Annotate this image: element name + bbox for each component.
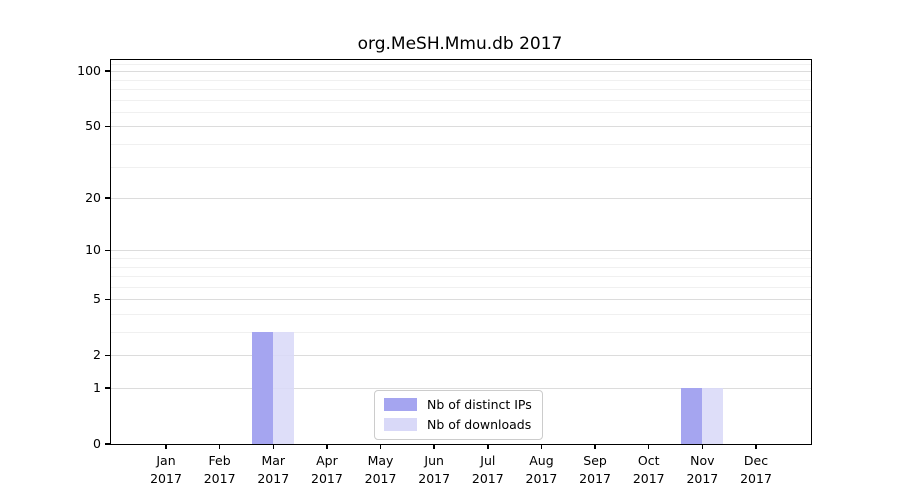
- gridline-major: [111, 299, 811, 301]
- y-tick-mark: [105, 354, 110, 356]
- x-tick-label: Dec 2017: [740, 453, 772, 487]
- y-tick-mark: [105, 298, 110, 300]
- x-tick-mark: [701, 444, 704, 449]
- gridline-major: [111, 126, 811, 128]
- gridline-minor: [111, 63, 811, 65]
- x-tick-label: May 2017: [364, 453, 397, 487]
- x-tick-label: Feb 2017: [203, 453, 236, 487]
- x-tick-mark: [165, 444, 167, 449]
- x-tick-mark: [755, 444, 757, 449]
- y-tick-mark: [105, 387, 110, 389]
- gridline-major: [111, 250, 811, 252]
- legend-swatch-distinct-ips: [384, 398, 417, 411]
- x-tick-mark: [487, 444, 489, 449]
- y-tick-label: 50: [85, 118, 101, 134]
- y-tick-label: 0: [93, 436, 101, 451]
- chart-title: org.MeSH.Mmu.db 2017: [357, 34, 563, 54]
- bar-distinct-ips-mar: [252, 332, 274, 444]
- y-tick-mark: [105, 70, 110, 72]
- x-tick-mark: [272, 444, 274, 449]
- x-tick-mark: [379, 444, 382, 449]
- gridline-major: [111, 198, 811, 200]
- x-tick-mark: [648, 444, 650, 449]
- x-tick-mark: [433, 444, 435, 449]
- gridline-minor: [111, 144, 811, 145]
- legend-item-downloads: Nb of downloads: [384, 417, 532, 432]
- y-tick-mark: [105, 443, 110, 445]
- y-tick-label: 1: [93, 380, 101, 395]
- y-tick-mark: [105, 249, 110, 251]
- gridline-major: [111, 388, 811, 389]
- y-tick-mark: [105, 125, 110, 128]
- x-tick-mark: [540, 444, 543, 449]
- x-tick-label: Apr 2017: [311, 453, 343, 487]
- legend-label-distinct-ips: Nb of distinct IPs: [427, 397, 532, 412]
- gridline-minor: [111, 111, 811, 113]
- y-tick-label: 5: [93, 291, 101, 307]
- gridline-major: [111, 355, 811, 357]
- gridline-minor: [111, 332, 811, 333]
- x-tick-label: Oct 2017: [632, 453, 665, 487]
- x-tick-label: Nov 2017: [686, 453, 719, 487]
- legend: Nb of distinct IPs Nb of downloads: [374, 390, 543, 440]
- gridline-minor: [111, 99, 811, 101]
- x-tick-mark: [218, 444, 221, 449]
- y-tick-label: 100: [77, 63, 101, 79]
- x-tick-label: Mar 2017: [257, 453, 290, 487]
- gridline-minor: [111, 257, 811, 259]
- legend-label-downloads: Nb of downloads: [427, 417, 532, 432]
- y-tick-mark: [105, 197, 110, 199]
- bar-distinct-ips-nov: [681, 388, 703, 444]
- bar-downloads-nov: [702, 388, 724, 444]
- plot-area: Dec 2017 Nov 2017 Oct 2017 Sep 2017 Aug 2017 Jul 20…: [77, 59, 812, 486]
- legend-item-distinct-ips: Nb of distinct IPs: [384, 397, 532, 412]
- gridline-minor: [111, 89, 811, 90]
- x-tick-label: Aug 2017: [525, 453, 558, 487]
- x-tick-label: Jan 2017: [150, 453, 182, 487]
- gridline-minor: [111, 313, 811, 315]
- legend-swatch-downloads: [384, 418, 417, 431]
- gridline-minor: [111, 266, 811, 268]
- gridline-major: [111, 71, 811, 73]
- y-tick-label: 2: [93, 347, 101, 363]
- gridline-minor: [111, 166, 811, 168]
- y-tick-label: 20: [85, 190, 101, 206]
- y-tick-label: 10: [85, 242, 101, 258]
- gridline-minor: [111, 286, 811, 288]
- gridline-minor: [111, 276, 811, 278]
- x-tick-label: Jul 2017: [471, 453, 504, 487]
- x-tick-mark: [594, 444, 596, 449]
- x-tick-label: Sep 2017: [579, 453, 611, 487]
- x-tick-mark: [326, 444, 328, 449]
- x-tick-label: Jun 2017: [418, 453, 451, 487]
- bar-downloads-mar: [273, 332, 295, 444]
- gridline-minor: [111, 79, 811, 81]
